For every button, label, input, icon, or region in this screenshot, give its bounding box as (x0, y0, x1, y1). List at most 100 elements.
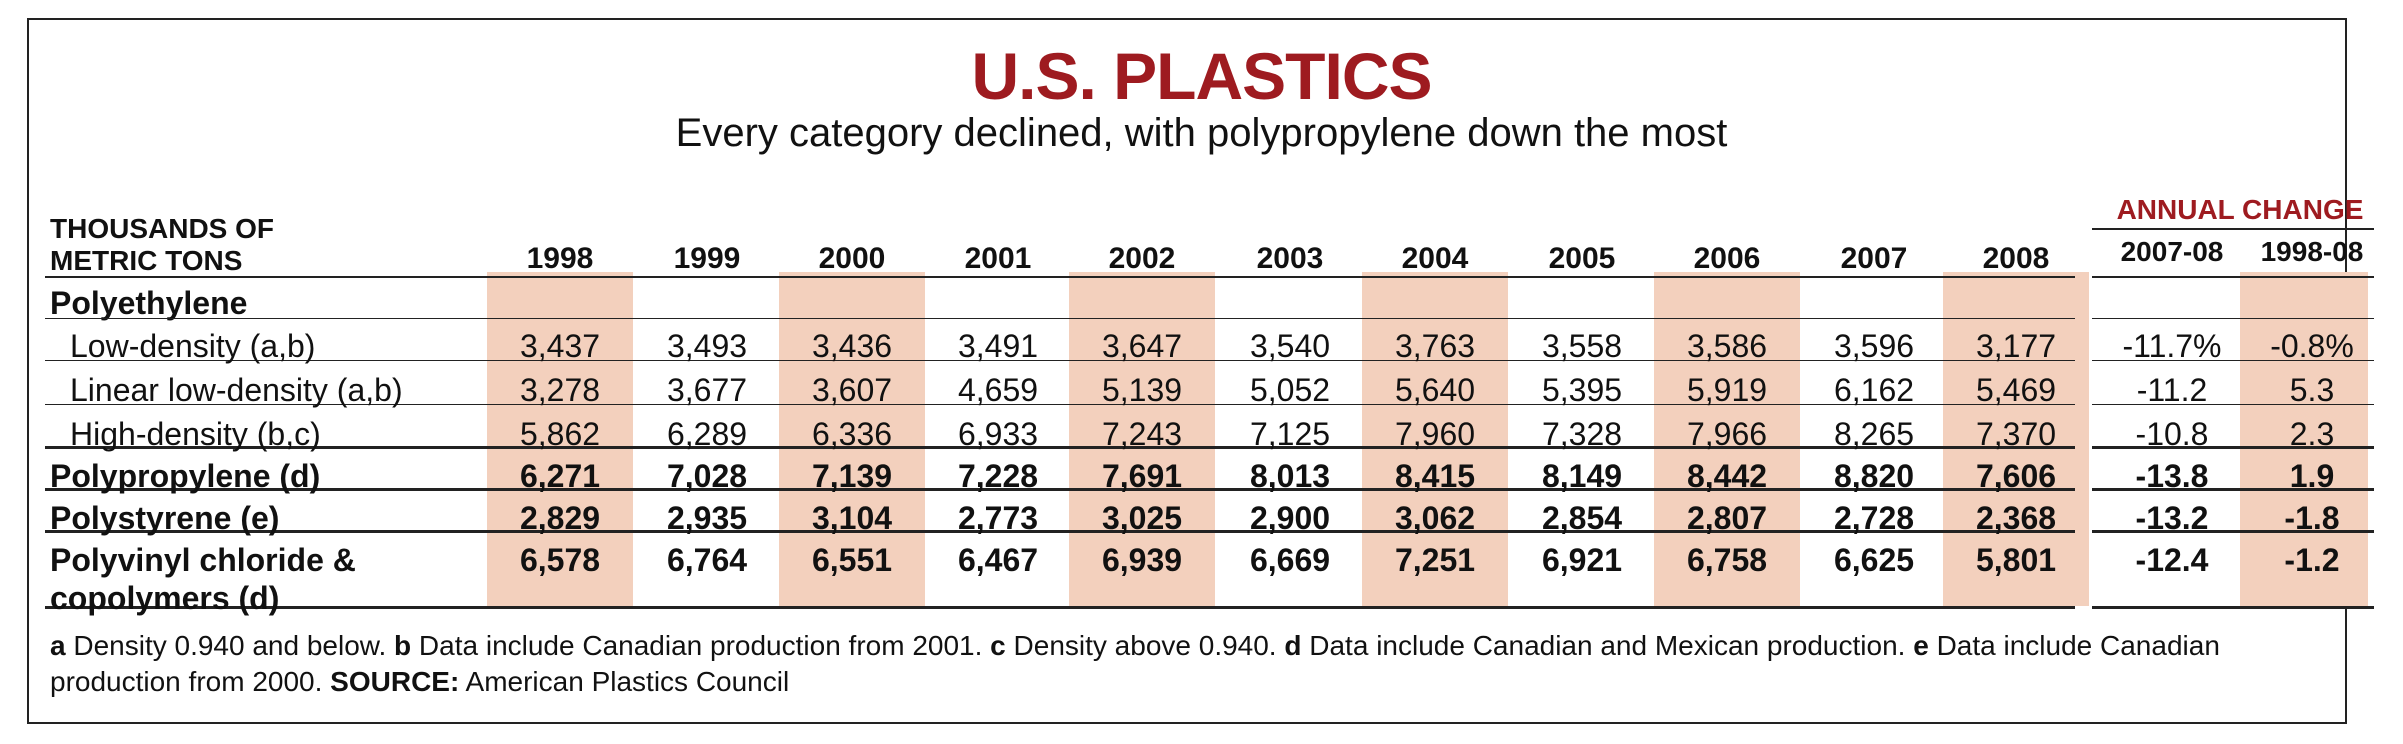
cell-4-2007: 2,728 (1833, 500, 1915, 536)
change-cell-1-1: 5.3 (2289, 372, 2335, 408)
year-header-2007: 2007 (1840, 242, 1908, 275)
cell-3-2008: 7,606 (1975, 458, 2057, 494)
cell-2-2000: 6,336 (811, 416, 893, 452)
cell-0-1998: 3,437 (519, 328, 601, 364)
cell-0-2008: 3,177 (1975, 328, 2057, 364)
row-rule-4 (45, 446, 2075, 449)
footnote-source-key: SOURCE: (330, 666, 460, 697)
row-label-4: Polystyrene (e) (50, 500, 280, 536)
cell-5-2005: 6,921 (1541, 542, 1623, 578)
row-label-5: Polyvinyl chloride & (50, 542, 356, 578)
change-cell-0-1: -0.8% (2270, 328, 2354, 364)
cell-2-2001: 6,933 (957, 416, 1039, 452)
cell-4-2001: 2,773 (957, 500, 1039, 536)
cell-2-2006: 7,966 (1686, 416, 1768, 452)
cell-2-2007: 8,265 (1833, 416, 1915, 452)
change-cell-4-1: -1.8 (2284, 500, 2340, 536)
cell-0-2007: 3,596 (1833, 328, 1915, 364)
row-label-3: Polypropylene (d) (50, 458, 321, 494)
cell-1-2006: 5,919 (1686, 372, 1768, 408)
cell-4-2002: 3,025 (1101, 500, 1183, 536)
change-row-rule-7 (2092, 606, 2374, 609)
cell-5-1999: 6,764 (666, 542, 748, 578)
shaded-column-2004 (1362, 272, 1508, 606)
change-cell-3-1: 1.9 (2289, 458, 2335, 494)
annual-change-label: ANNUAL CHANGE (2116, 194, 2364, 225)
shaded-column-change-1998-08 (2240, 272, 2368, 606)
cell-0-2004: 3,763 (1394, 328, 1476, 364)
cell-0-1999: 3,493 (666, 328, 748, 364)
shaded-column-2008 (1943, 272, 2089, 606)
year-header-2008: 2008 (1982, 242, 2050, 275)
footnote-key-e: e (1913, 630, 1929, 661)
cell-4-1999: 2,935 (666, 500, 748, 536)
cell-3-2003: 8,013 (1249, 458, 1331, 494)
cell-1-2002: 5,139 (1101, 372, 1183, 408)
cell-0-2003: 3,540 (1249, 328, 1331, 364)
cell-1-2000: 3,607 (811, 372, 893, 408)
row-rule-6 (45, 530, 2075, 533)
cell-2-2002: 7,243 (1101, 416, 1183, 452)
cell-3-2004: 8,415 (1394, 458, 1476, 494)
cell-2-1999: 6,289 (666, 416, 748, 452)
cell-0-2006: 3,586 (1686, 328, 1768, 364)
row-label-2: High-density (b,c) (70, 416, 321, 452)
cell-1-2008: 5,469 (1975, 372, 2057, 408)
cell-1-1998: 3,278 (519, 372, 601, 408)
shaded-column-2002 (1069, 272, 1215, 606)
cell-4-1998: 2,829 (519, 500, 601, 536)
group-heading-polyethylene: Polyethylene (50, 285, 248, 321)
cell-0-2005: 3,558 (1541, 328, 1623, 364)
unit-label-line1: THOUSANDS OF (50, 213, 274, 244)
cell-5-2007: 6,625 (1833, 542, 1915, 578)
year-header-1998: 1998 (526, 242, 594, 275)
cell-2-2004: 7,960 (1394, 416, 1476, 452)
row-rule-2 (45, 360, 2075, 361)
cell-1-2005: 5,395 (1541, 372, 1623, 408)
footnote-key-d: d (1284, 630, 1302, 661)
cell-4-2008: 2,368 (1975, 500, 2057, 536)
chart-title: U.S. PLASTICS (971, 39, 1432, 113)
shaded-column-2000 (779, 272, 925, 606)
row-rule-1 (45, 318, 2075, 319)
shaded-column-1998 (487, 272, 633, 606)
cell-0-2002: 3,647 (1101, 328, 1183, 364)
cell-2-2003: 7,125 (1249, 416, 1331, 452)
change-header-1998-08: 1998-08 (2260, 236, 2364, 267)
cell-3-2007: 8,820 (1833, 458, 1915, 494)
footnote-key-a: a (50, 630, 66, 661)
year-header-2004: 2004 (1401, 242, 1469, 275)
cell-0-2001: 3,491 (957, 328, 1039, 364)
change-cell-1-0: -11.2 (2136, 372, 2208, 408)
row-rule-5 (45, 488, 2075, 491)
change-cell-5-0: -12.4 (2135, 542, 2209, 578)
year-header-2003: 2003 (1256, 242, 1324, 275)
cell-4-2006: 2,807 (1686, 500, 1768, 536)
cell-1-2003: 5,052 (1249, 372, 1331, 408)
cell-5-2000: 6,551 (811, 542, 893, 578)
year-header-2001: 2001 (964, 242, 1032, 275)
row-rule-3 (45, 404, 2075, 405)
annual-change-rule (2092, 228, 2374, 230)
cell-5-2006: 6,758 (1686, 542, 1768, 578)
row-rule-7 (45, 606, 2075, 609)
change-cell-2-1: 2.3 (2289, 416, 2335, 452)
change-row-rule-5 (2092, 488, 2374, 491)
chart-subtitle: Every category declined, with polypropyl… (675, 111, 1728, 155)
cell-1-2004: 5,640 (1394, 372, 1476, 408)
footnote-key-b: b (394, 630, 412, 661)
year-header-2000: 2000 (818, 242, 886, 275)
cell-3-2001: 7,228 (957, 458, 1039, 494)
cell-2-2005: 7,328 (1541, 416, 1623, 452)
footnote-text-d: Data include Canadian and Mexican produc… (1301, 630, 1914, 661)
change-cell-2-0: -10.8 (2135, 416, 2209, 452)
cell-3-1999: 7,028 (666, 458, 748, 494)
year-header-2006: 2006 (1693, 242, 1761, 275)
cell-5-2002: 6,939 (1101, 542, 1183, 578)
cell-4-2004: 3,062 (1394, 500, 1476, 536)
cell-5-2004: 7,251 (1394, 542, 1476, 578)
cell-5-1998: 6,578 (519, 542, 601, 578)
change-row-rule-4 (2092, 446, 2374, 449)
row-label-1: Linear low-density (a,b) (70, 372, 403, 408)
